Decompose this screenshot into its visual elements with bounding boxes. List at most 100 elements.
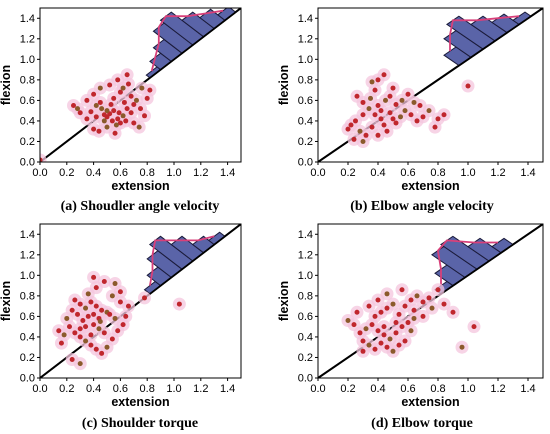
data-point [393,330,399,336]
data-point [366,342,372,348]
y-tick-label: 0.6 [298,95,313,107]
data-point [101,278,107,284]
x-tick-label: 0.8 [140,383,155,395]
panel-caption: (b) Elbow angle velocity [350,199,494,214]
data-point [405,320,411,326]
data-point [381,72,387,78]
data-point [131,120,137,126]
data-point [426,108,432,114]
x-tick-label: 1.4 [220,383,235,395]
x-tick-label: 1.4 [520,383,535,395]
data-point [109,293,115,299]
data-point [360,348,366,354]
y-tick-label: 0.6 [20,311,35,323]
data-point [459,344,465,350]
panel-elbow-angle-velocity: (b) Elbow angle velocity 0.0 0.2 0.4 0.6 0.8… [277,7,544,214]
x-tick-label: 0.4 [370,383,385,395]
data-point [85,291,91,297]
data-point [117,89,123,95]
data-point [390,116,396,122]
data-point [88,342,94,348]
data-point [107,82,113,88]
data-point [405,91,411,97]
data-point [147,87,153,93]
y-tick-label: 1.4 [298,13,313,25]
data-point [120,113,126,119]
data-point [378,116,384,122]
histogram-density-curve [449,15,520,52]
data-point [399,97,405,103]
data-point [124,106,130,112]
data-point [104,108,110,114]
data-point [363,132,369,138]
data-point [97,319,103,325]
y-tick-label: 0.6 [298,311,313,323]
data-point [128,110,134,116]
data-point [111,108,117,114]
data-point [176,301,182,307]
data-point [85,313,91,319]
data-point [139,85,145,91]
x-tick-label: 1.4 [520,167,535,179]
x-tick-label: 0.0 [310,167,325,179]
data-point [56,328,62,334]
x-axis-label: extension [401,179,459,193]
data-point [408,297,414,303]
x-tick-label: 1.2 [193,383,208,395]
data-point [390,348,396,354]
data-point [414,293,420,299]
y-tick-label: 0.8 [20,290,35,302]
data-point [125,303,131,309]
data-point [131,102,137,108]
x-tick-label: 0.4 [86,167,101,179]
data-point [116,110,122,116]
panel-elbow-torque: (d) Elbow torque 0.0 0.2 0.4 0.6 0.8 1.0 1.2 1.… [277,223,544,431]
data-point [91,274,97,280]
diagonal-histogram [443,11,532,67]
data-point [108,102,114,108]
data-point [88,109,94,115]
point-halos [341,68,475,148]
data-point [71,103,76,109]
data-point [58,340,64,346]
x-tick-label: 0.8 [430,167,445,179]
data-point [77,361,83,367]
data-point [375,297,381,303]
data-point [398,114,403,120]
data-point [117,120,123,126]
data-point [88,299,94,305]
data-point [80,318,86,324]
data-points [40,72,153,162]
data-point [72,297,78,303]
data-point [91,126,97,132]
data-point [393,120,399,126]
data-point [113,122,119,128]
data-point [435,287,441,293]
data-point [384,128,390,134]
data-point [121,99,127,105]
data-point [115,328,121,334]
data-point [441,301,447,307]
data-point [115,116,121,122]
data-point [411,307,417,313]
data-point [91,91,97,97]
data-point [357,128,363,134]
data-point [360,338,366,344]
y-tick-label: 0.4 [20,115,35,127]
data-point [414,118,420,124]
data-point [112,130,118,136]
data-point [77,110,83,116]
data-point [372,112,378,118]
x-tick-label: 0.0 [32,383,47,395]
data-point [357,330,363,336]
data-point [372,346,378,352]
data-point [345,318,351,324]
x-tick-label: 0.0 [310,383,325,395]
data-point [120,85,126,91]
x-tick-label: 1.2 [490,167,505,179]
data-point [133,97,139,103]
data-point [378,340,384,346]
y-axis-label: flexion [277,65,291,105]
x-tick-label: 0.2 [59,383,74,395]
data-point [136,124,142,130]
